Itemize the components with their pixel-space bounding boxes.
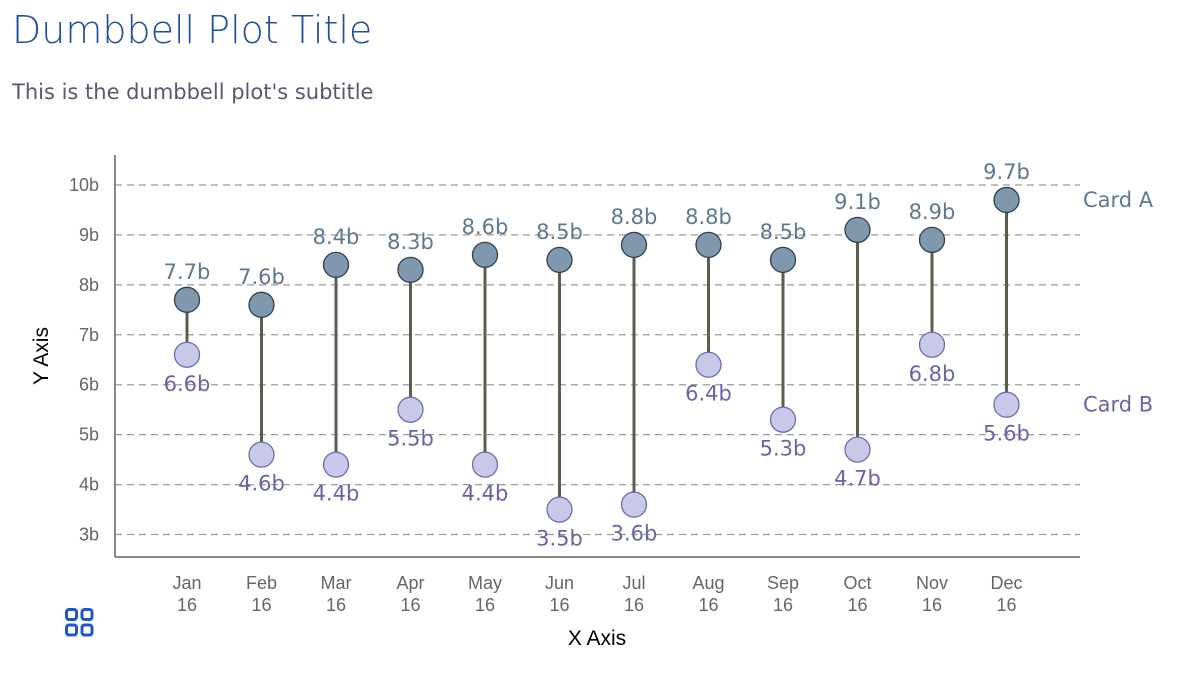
data-point xyxy=(397,256,424,284)
data-label: 4.4b xyxy=(462,482,509,506)
x-tick-label: May xyxy=(468,573,502,593)
data-point xyxy=(769,246,797,274)
grid-icon[interactable] xyxy=(65,608,95,638)
data-label: 6.6b xyxy=(164,372,211,396)
y-axis-title: Y Axis xyxy=(30,327,53,385)
data-point xyxy=(546,496,573,523)
x-tick-label: 16 xyxy=(773,595,793,615)
data-label: 6.8b xyxy=(909,362,956,386)
x-axis-title: X Axis xyxy=(568,627,626,650)
data-point xyxy=(173,341,201,368)
y-tick-label: 5b xyxy=(79,425,99,445)
data-label: 9.1b xyxy=(834,190,881,214)
data-label: 5.3b xyxy=(760,437,807,461)
data-label: 8.5b xyxy=(760,220,807,244)
data-point xyxy=(844,436,871,463)
x-tick-label: 16 xyxy=(400,595,420,615)
x-tick-label: Aug xyxy=(692,573,724,593)
data-label: 3.6b xyxy=(611,522,658,546)
x-tick-label: 16 xyxy=(847,595,867,615)
data-point xyxy=(471,241,499,269)
data-point xyxy=(993,391,1020,418)
x-tick-label: 16 xyxy=(624,595,644,615)
chart-title: Dumbbell Plot Title xyxy=(12,8,373,52)
y-tick-label: 3b xyxy=(79,525,99,545)
data-point xyxy=(695,231,722,259)
data-label: 8.3b xyxy=(387,230,434,254)
y-tick-label: 4b xyxy=(79,475,99,495)
x-tick-label: 16 xyxy=(251,595,271,615)
data-point xyxy=(322,251,350,279)
data-label: 7.6b xyxy=(238,265,285,289)
x-tick-label: 16 xyxy=(698,595,718,615)
data-point xyxy=(993,186,1020,214)
data-label: 8.5b xyxy=(536,220,583,244)
data-label: 5.5b xyxy=(387,427,434,451)
y-tick-label: 7b xyxy=(79,325,99,345)
data-point xyxy=(248,291,275,318)
data-label: 9.7b xyxy=(983,160,1030,184)
data-label: 3.5b xyxy=(536,527,583,551)
x-tick-label: Apr xyxy=(396,573,424,593)
x-tick-label: 16 xyxy=(475,595,495,615)
x-tick-label: 16 xyxy=(326,595,346,615)
y-tick-label: 6b xyxy=(79,375,99,395)
x-tick-label: Jul xyxy=(622,573,645,593)
x-tick-label: 16 xyxy=(996,595,1016,615)
legend-label: Card A xyxy=(1083,188,1154,212)
x-tick-label: 16 xyxy=(549,595,569,615)
data-label: 5.6b xyxy=(983,422,1030,446)
x-tick-label: Feb xyxy=(246,573,277,593)
data-point xyxy=(620,231,648,259)
x-tick-label: Oct xyxy=(843,573,871,593)
x-tick-label: Sep xyxy=(767,573,799,593)
data-label: 8.4b xyxy=(313,225,360,249)
data-point xyxy=(695,351,722,378)
data-label: 4.6b xyxy=(238,472,285,496)
data-point xyxy=(918,331,946,358)
data-point xyxy=(397,396,424,423)
x-tick-label: Jan xyxy=(172,573,201,593)
data-point xyxy=(620,491,648,518)
data-label: 8.6b xyxy=(462,215,509,239)
data-label: 4.7b xyxy=(834,467,881,491)
data-point xyxy=(546,246,573,274)
data-point xyxy=(173,286,201,313)
y-tick-label: 8b xyxy=(79,275,99,295)
x-tick-label: Dec xyxy=(990,573,1022,593)
data-label: 8.8b xyxy=(611,205,658,229)
data-label: 8.9b xyxy=(909,200,956,224)
y-tick-label: 9b xyxy=(79,225,99,245)
chart-subtitle: This is the dumbbell plot's subtitle xyxy=(12,80,374,104)
x-tick-label: Nov xyxy=(916,573,948,593)
x-tick-label: Jun xyxy=(545,573,574,593)
x-tick-label: Mar xyxy=(321,573,352,593)
data-label: 4.4b xyxy=(313,482,360,506)
data-label: 8.8b xyxy=(685,205,732,229)
data-label: 7.7b xyxy=(164,260,211,284)
data-point xyxy=(471,451,499,478)
data-point xyxy=(844,216,871,244)
data-label: 6.4b xyxy=(685,382,732,406)
data-point xyxy=(918,226,946,254)
data-point xyxy=(248,441,275,468)
x-tick-label: 16 xyxy=(922,595,942,615)
x-tick-label: 16 xyxy=(177,595,197,615)
data-point xyxy=(322,451,350,478)
data-point xyxy=(769,406,797,433)
legend-label: Card B xyxy=(1083,393,1153,417)
y-tick-label: 10b xyxy=(69,175,99,195)
